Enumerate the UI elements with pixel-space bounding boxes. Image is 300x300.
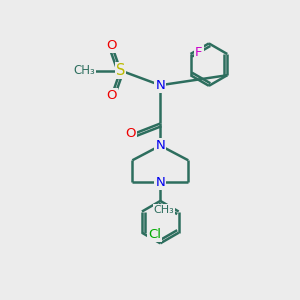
Text: Cl: Cl bbox=[148, 228, 161, 241]
Text: O: O bbox=[126, 127, 136, 140]
Text: N: N bbox=[155, 139, 165, 152]
Text: CH₃: CH₃ bbox=[154, 205, 174, 215]
Text: N: N bbox=[155, 176, 165, 189]
Text: O: O bbox=[106, 39, 117, 52]
Text: F: F bbox=[195, 46, 202, 59]
Text: O: O bbox=[106, 89, 117, 102]
Text: N: N bbox=[155, 79, 165, 92]
Text: CH₃: CH₃ bbox=[73, 64, 94, 77]
Text: S: S bbox=[116, 63, 125, 78]
